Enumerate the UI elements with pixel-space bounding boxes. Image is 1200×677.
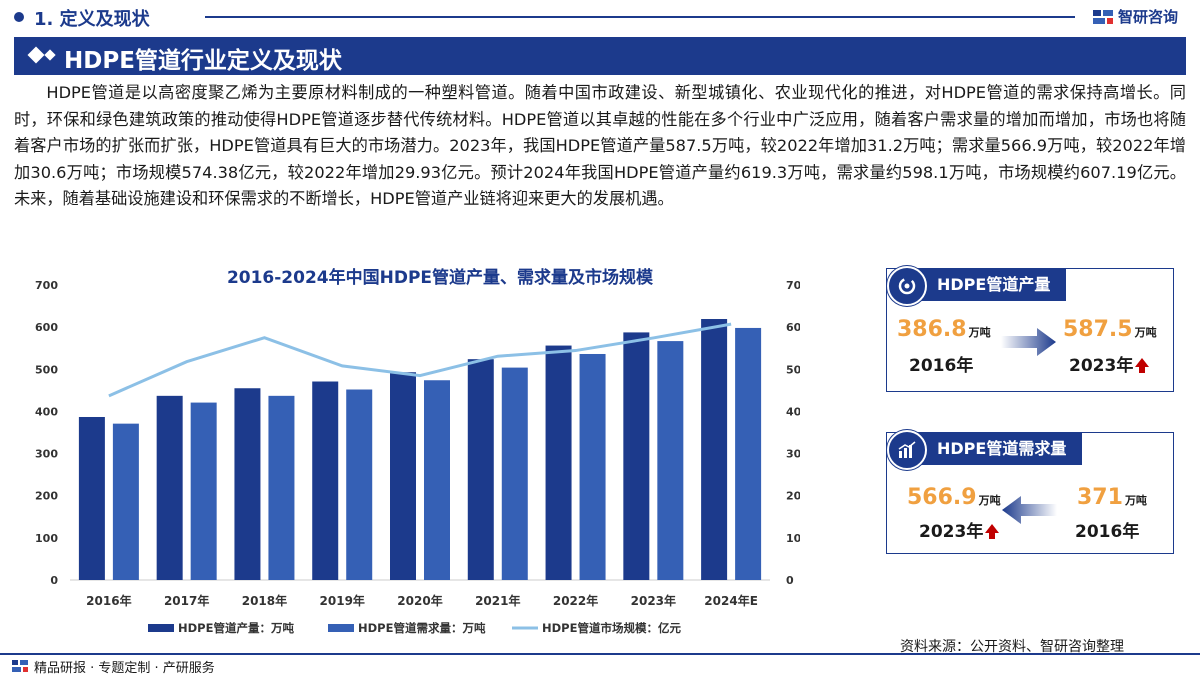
bar-demand: [190, 402, 217, 580]
demand-left-year: 2023年: [919, 517, 1000, 542]
bar-production: [467, 359, 494, 580]
production-from-unit: 万吨: [968, 326, 991, 339]
page-title: HDPE管道行业定义及现状: [64, 48, 342, 74]
y-tick-right: 100: [786, 532, 800, 545]
intro-paragraph: HDPE管道是以高密度聚乙烯为主要原材料制成的一种塑料管道。随着中国市政建设、新…: [14, 83, 1186, 208]
arrow-up-icon: [985, 524, 1000, 539]
y-tick-left: 500: [35, 363, 58, 376]
demand-card-title: HDPE管道需求量: [895, 433, 1083, 465]
bar-demand: [735, 327, 762, 580]
legend-swatch: [328, 624, 354, 632]
bar-demand: [657, 341, 684, 580]
bar-demand: [112, 423, 139, 580]
bar-production: [623, 332, 650, 580]
production-from-year: 2016年: [909, 356, 974, 376]
legend-label: HDPE管道需求量：万吨: [358, 621, 486, 635]
production-card: HDPE管道产量 386.8 万吨 2016年 587.5 万吨 2023年: [886, 266, 1174, 392]
x-tick-label: 2016年: [86, 593, 131, 608]
x-tick-label: 2022年: [553, 593, 598, 608]
x-tick-label: 2024年E: [704, 593, 758, 608]
bar-production: [312, 381, 339, 580]
x-tick-label: 2018年: [242, 593, 287, 608]
y-tick-right: 400: [786, 405, 800, 418]
legend-label: HDPE管道市场规模：亿元: [542, 621, 681, 635]
title-banner: HDPE管道行业定义及现状: [14, 37, 1186, 75]
bar-production: [156, 395, 183, 580]
footer: 精品研报 · 专题定制 · 产研服务: [0, 653, 1200, 677]
bar-production: [78, 416, 105, 580]
production-to-unit: 万吨: [1134, 326, 1157, 339]
y-tick-right: 600: [786, 321, 800, 334]
y-tick-left: 200: [35, 490, 58, 503]
bar-demand: [268, 395, 295, 580]
y-tick-left: 700: [35, 279, 58, 292]
demand-left-year-label: 2023年: [919, 522, 984, 542]
x-tick-label: 2020年: [397, 593, 442, 608]
diamond-small-icon: [44, 49, 56, 61]
brand-name: 智研咨询: [1118, 8, 1179, 26]
brand-logo: 智研咨询: [1092, 6, 1178, 27]
bar-production: [545, 345, 572, 580]
line-market-size: [108, 322, 732, 398]
demand-right: 371 万吨: [1077, 485, 1147, 510]
production-to-year: 2023年: [1069, 351, 1150, 376]
bar-demand: [579, 353, 606, 580]
demand-right-unit: 万吨: [1124, 494, 1147, 507]
demand-left-value: 566.9: [907, 485, 977, 510]
y-tick-left: 0: [50, 574, 58, 587]
bar-production: [701, 319, 728, 580]
section-title: 1. 定义及现状: [34, 9, 150, 30]
bar-chart-icon: [887, 430, 927, 470]
x-tick-label: 2023年: [631, 593, 676, 608]
footer-logo-icon: [12, 660, 28, 672]
diamond-icon: [27, 46, 45, 64]
bar-demand: [501, 367, 528, 580]
legend-swatch: [148, 624, 174, 632]
bar-production: [234, 388, 261, 580]
production-from: 386.8 万吨: [897, 317, 991, 342]
y-tick-left: 100: [35, 532, 58, 545]
arrow-right-icon: [1001, 328, 1056, 356]
y-tick-right: 0: [786, 574, 794, 587]
bar-demand: [346, 389, 373, 580]
chart-title: 2016-2024年中国HDPE管道产量、需求量及市场规模: [226, 268, 654, 288]
arrow-left-icon: [1002, 496, 1057, 524]
bar-production: [390, 372, 416, 580]
y-tick-right: 700: [786, 279, 800, 292]
cycle-icon: [887, 266, 927, 306]
x-tick-label: 2019年: [320, 593, 365, 608]
production-to-value: 587.5: [1063, 317, 1133, 342]
combo-chart: 0 100 200 300 400 500 600 700 0 100 200 300 400 500 60…: [35, 279, 800, 635]
demand-left: 566.9 万吨: [907, 485, 1001, 510]
bar-demand: [424, 380, 450, 580]
y-tick-right: 500: [786, 363, 800, 376]
arrow-up-icon: [1135, 358, 1150, 373]
y-tick-left: 400: [35, 405, 58, 418]
y-tick-left: 300: [35, 448, 58, 461]
production-from-value: 386.8: [897, 317, 967, 342]
production-to-year-label: 2023年: [1069, 356, 1134, 376]
y-tick-left: 600: [35, 321, 58, 334]
demand-right-value: 371: [1077, 485, 1123, 510]
production-to: 587.5 万吨: [1063, 317, 1157, 342]
demand-card: HDPE管道需求量 566.9 万吨 2023年 371 万吨 2016年: [886, 430, 1174, 554]
source-note: 资料来源：公开资料、智研咨询整理: [900, 639, 1124, 655]
section-bullet-icon: [14, 12, 24, 22]
demand-right-year: 2016年: [1075, 522, 1140, 542]
y-tick-right: 200: [786, 490, 800, 503]
footer-tagline: 精品研报 · 专题定制 · 产研服务: [34, 661, 215, 676]
legend-label: HDPE管道产量：万吨: [178, 621, 294, 635]
x-tick-label: 2021年: [475, 593, 520, 608]
header-divider: [205, 16, 1075, 18]
x-tick-label: 2017年: [164, 593, 209, 608]
top-bar: 1. 定义及现状 智研咨询: [0, 0, 1200, 34]
brand-mark-icon: [1093, 9, 1113, 24]
demand-left-unit: 万吨: [978, 494, 1001, 507]
y-tick-right: 300: [786, 448, 800, 461]
